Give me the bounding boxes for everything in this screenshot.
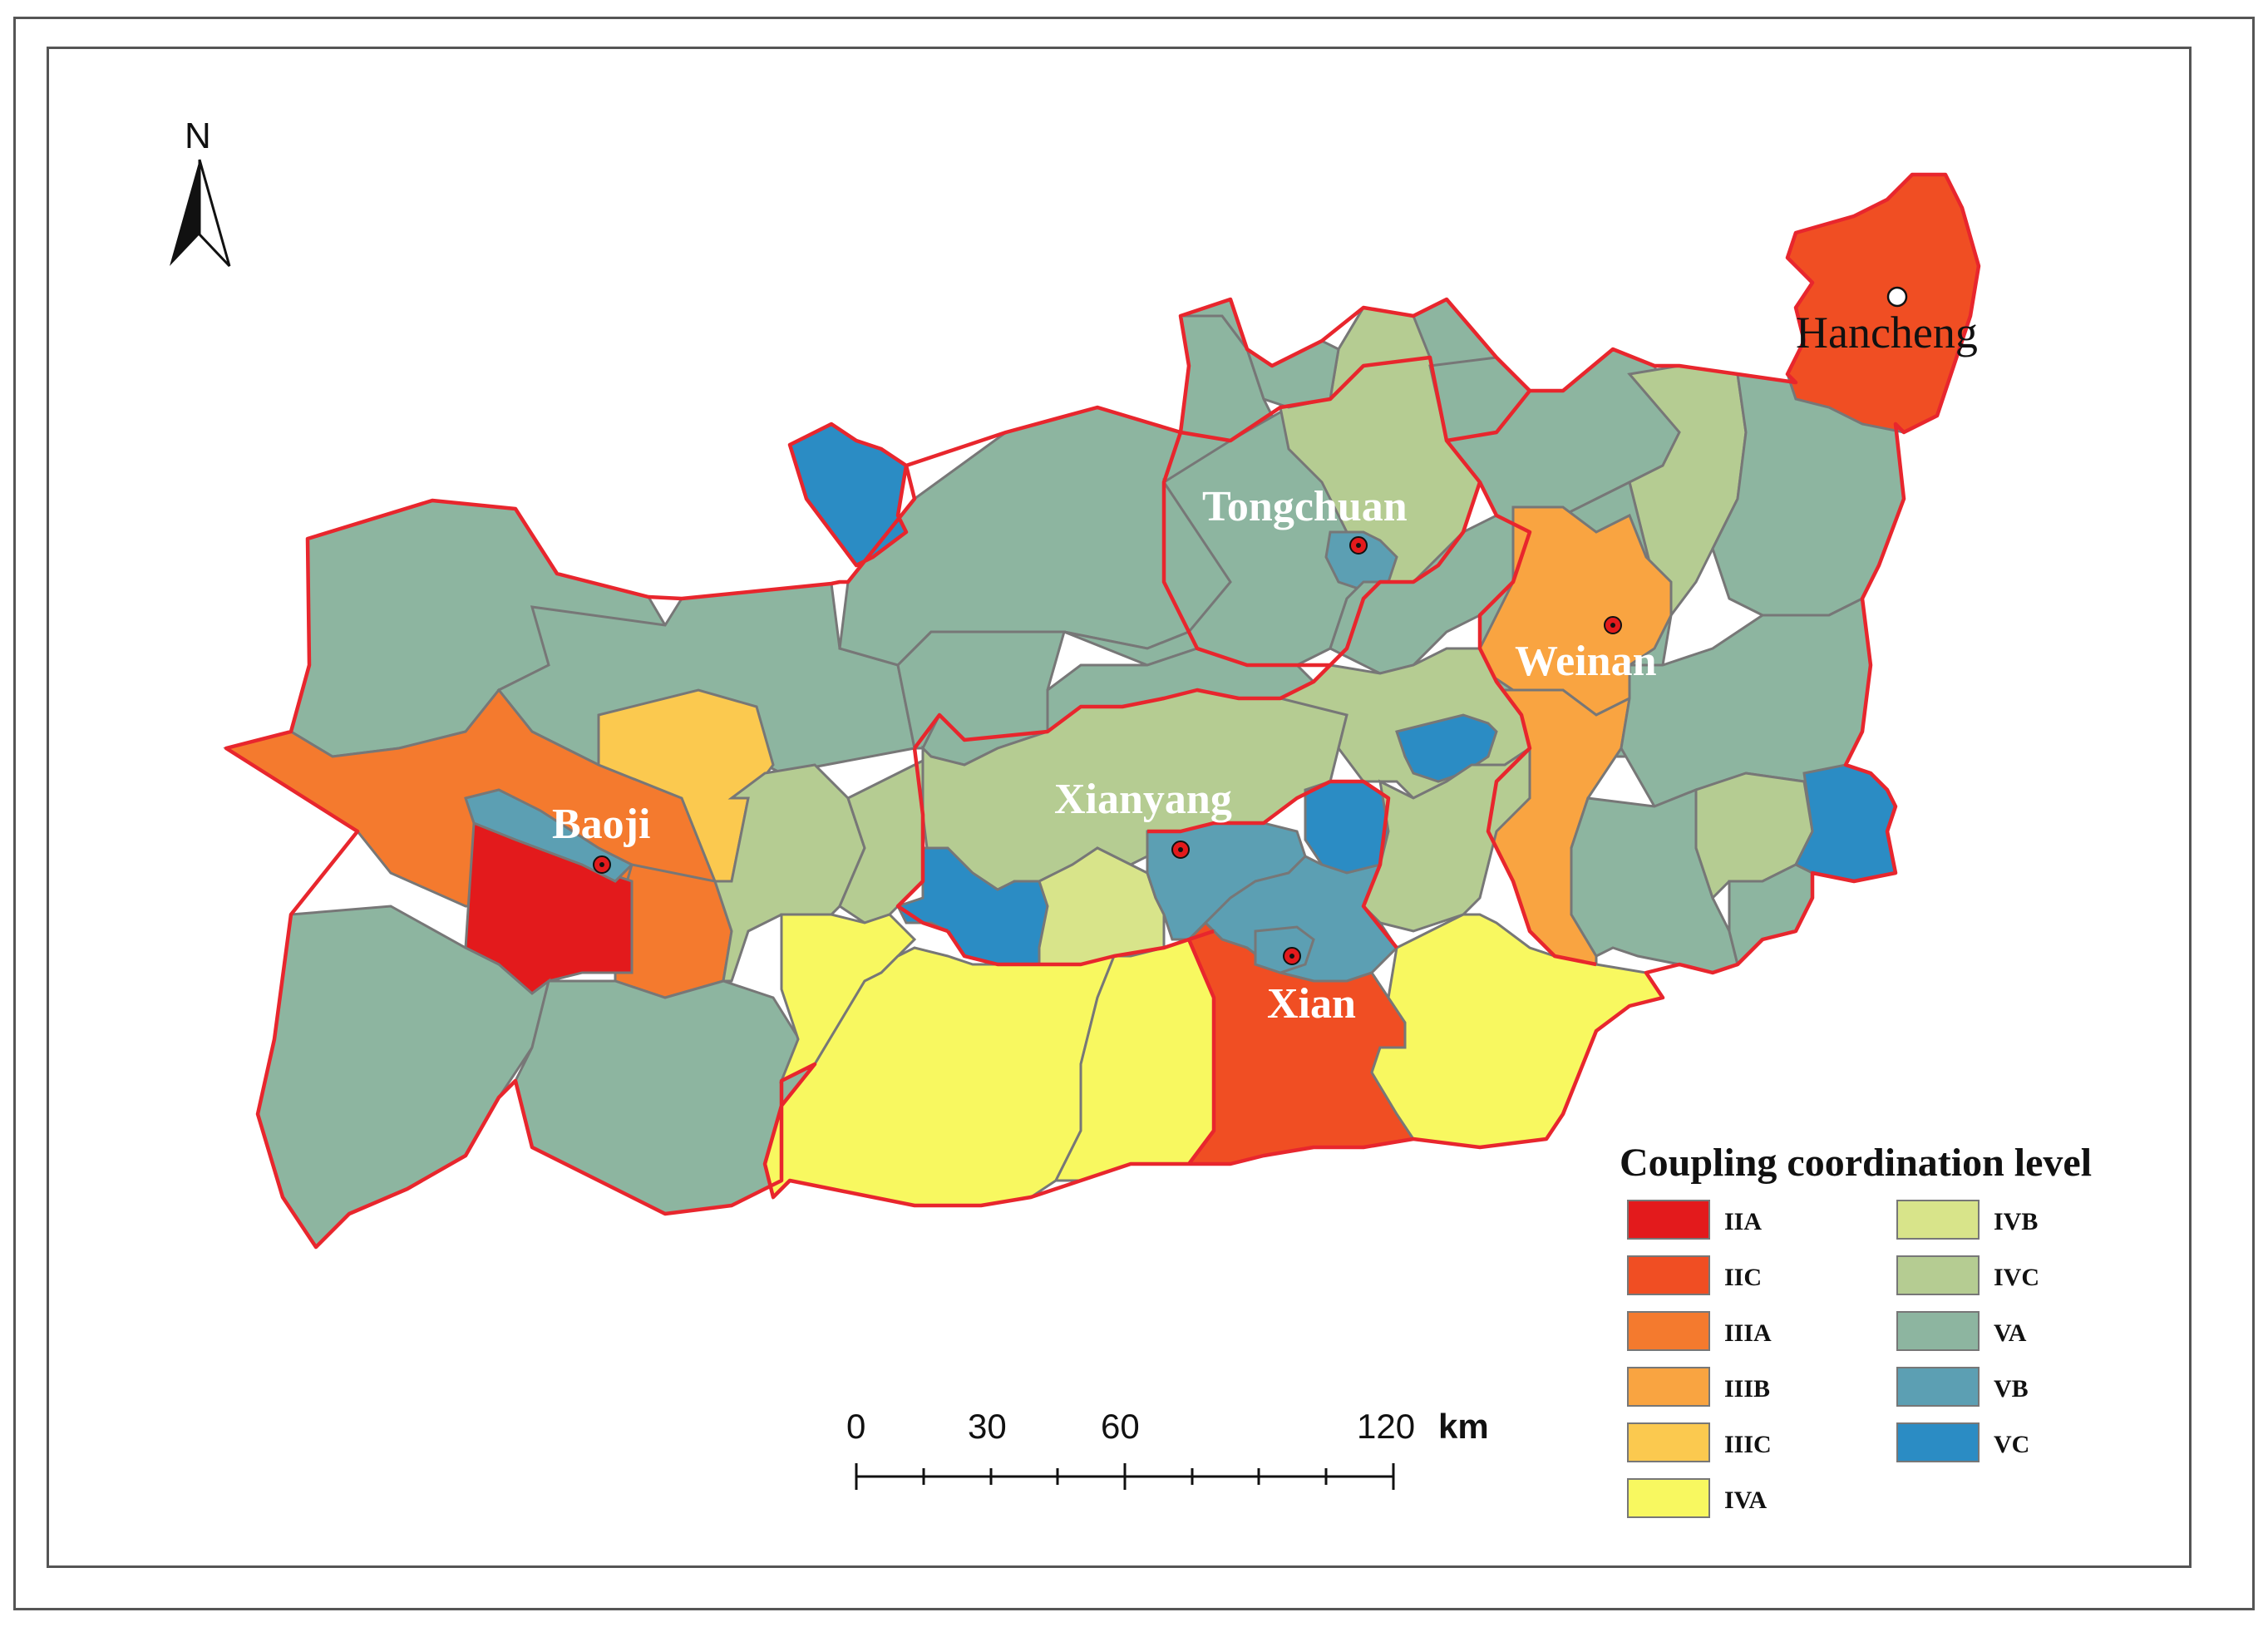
city-marker-xianyang[interactable]: [1171, 841, 1190, 859]
prefecture-boundaries: [224, 172, 1981, 1250]
legend-label-ivb: IVB: [1994, 1208, 2038, 1235]
legend-swatch-iia[interactable]: [1627, 1200, 1710, 1240]
city-label-tongchuan: Tongchuan: [1202, 483, 1408, 530]
legend-label-iia: IIA: [1724, 1208, 1762, 1235]
legend-label-iiib: IIIB: [1724, 1375, 1770, 1403]
legend-label-va: VA: [1994, 1319, 2027, 1347]
boundary-weinan: [1446, 389, 1597, 967]
city-labels: Hancheng Tongchuan Weinan Baoji Xianyang…: [552, 308, 1978, 1028]
legend-label-vc: VC: [1994, 1431, 2029, 1458]
scale-tick-60: 60: [1101, 1407, 1140, 1446]
boundary-tongchuan: [1161, 355, 1482, 668]
legend-swatch-vb[interactable]: [1896, 1367, 1980, 1407]
scale-tick-120: 120: [1357, 1407, 1415, 1446]
map-outer-frame: [13, 17, 2255, 1610]
map-regions: [223, 173, 1980, 1250]
legend: Coupling coordination level IIAIICIIIAII…: [1620, 1141, 2092, 1518]
legend-label-vb: VB: [1994, 1375, 2029, 1403]
boundary-xianyang-south: [946, 929, 1190, 967]
legend-swatch-iiib[interactable]: [1627, 1367, 1710, 1407]
north-arrow-icon: [170, 160, 200, 266]
north-label: N: [185, 116, 211, 156]
region-vc[interactable]: [1304, 780, 1390, 875]
map-inner-frame: [47, 47, 2192, 1568]
scale-unit: km: [1438, 1407, 1489, 1446]
city-marker-tongchuan[interactable]: [1349, 536, 1368, 555]
region-iic[interactable]: [1786, 173, 1980, 434]
scale-tick-0: 0: [846, 1407, 865, 1446]
legend-swatch-iiic[interactable]: [1627, 1422, 1710, 1462]
legend-swatch-iiia[interactable]: [1627, 1311, 1710, 1351]
boundary-baoji-xianyang: [895, 747, 949, 934]
region-ivc[interactable]: [712, 763, 866, 983]
city-marker-baoji[interactable]: [593, 855, 611, 874]
city-markers: [593, 286, 1908, 965]
scale-tick-30: 30: [968, 1407, 1007, 1446]
city-label-baoji: Baoji: [552, 801, 650, 848]
boundary-xian: [1147, 779, 1398, 1166]
city-marker-weinan[interactable]: [1604, 616, 1622, 634]
legend-swatch-iva[interactable]: [1627, 1478, 1710, 1518]
legend-swatch-ivb[interactable]: [1896, 1200, 1980, 1240]
legend-label-iiia: IIIA: [1724, 1319, 1772, 1347]
legend-label-iiic: IIIC: [1724, 1431, 1772, 1458]
legend-title: Coupling coordination level: [1620, 1141, 2092, 1185]
legend-swatch-vc[interactable]: [1896, 1422, 1980, 1462]
city-marker-xian[interactable]: [1283, 947, 1301, 965]
city-marker-hancheng[interactable]: [1886, 286, 1908, 308]
legend-label-iic: IIC: [1724, 1264, 1762, 1291]
legend-swatch-iic[interactable]: [1627, 1255, 1710, 1295]
city-label-xian: Xian: [1267, 980, 1356, 1028]
region-ivb[interactable]: [1038, 846, 1166, 966]
city-label-hancheng: Hancheng: [1796, 308, 1978, 357]
region-vb[interactable]: [464, 788, 634, 883]
legend-label-iva: IVA: [1724, 1486, 1767, 1514]
north-arrow: N: [170, 116, 231, 268]
outer-boundary: [224, 172, 1981, 1250]
legend-swatch-ivc[interactable]: [1896, 1255, 1980, 1295]
city-label-xianyang: Xianyang: [1054, 776, 1232, 823]
legend-label-ivc: IVC: [1994, 1264, 2039, 1291]
legend-items: IIA IIC IIIA IIIB IIIC IVA IVB IVC VA VB VC: [1627, 1200, 2039, 1518]
legend-swatch-va[interactable]: [1896, 1311, 1980, 1351]
scale-bar: 0 30 60 120 km: [846, 1407, 1489, 1490]
city-label-weinan: Weinan: [1515, 638, 1657, 685]
boundary-north-xianyang: [913, 663, 1332, 750]
